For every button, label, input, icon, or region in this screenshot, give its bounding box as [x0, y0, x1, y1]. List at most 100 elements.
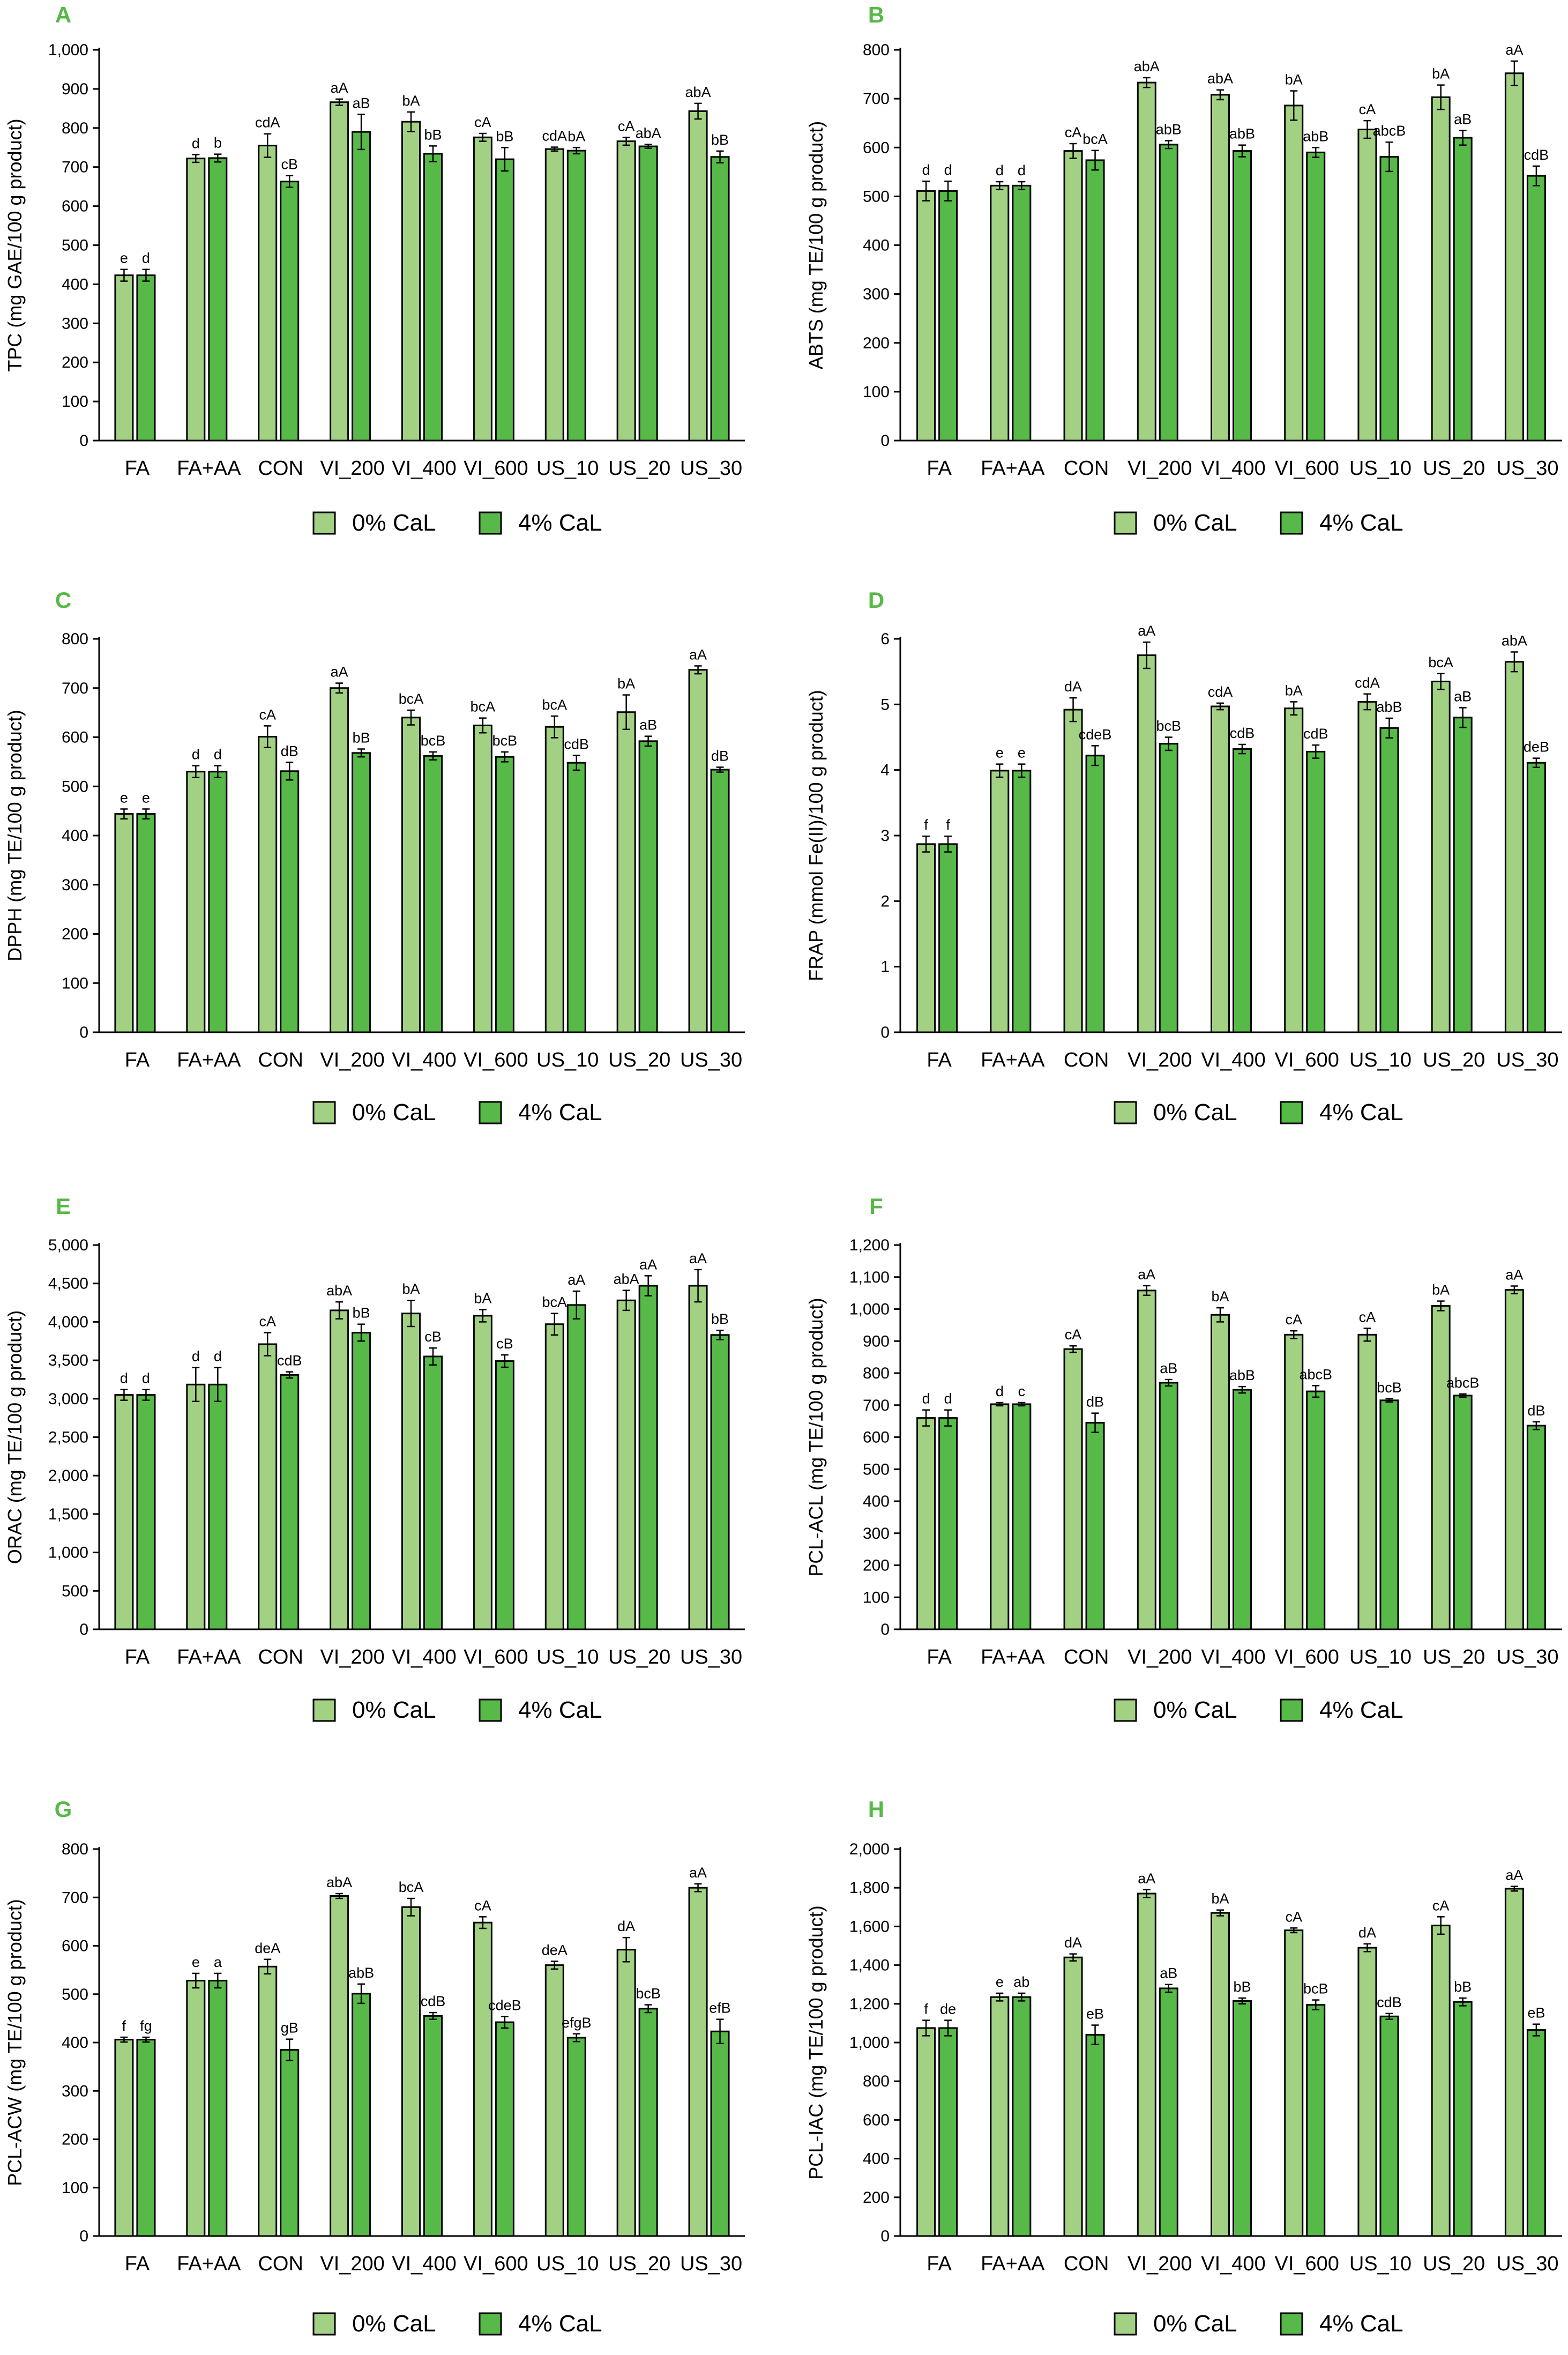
significance-label: abB: [1229, 1367, 1255, 1383]
x-tick-label: VI_200: [320, 1646, 384, 1668]
y-tick-label: 3,000: [48, 1390, 88, 1408]
legend-swatch: [1280, 1101, 1303, 1124]
x-tick-label: US_10: [536, 1049, 599, 1071]
y-tick-label: 600: [62, 198, 88, 215]
legend-label: 0% CaL: [352, 2311, 436, 2337]
significance-label: aA: [568, 1272, 585, 1288]
legend-label: 0% CaL: [1153, 1099, 1237, 1126]
bar-0pct: [1063, 1956, 1083, 2237]
bar-0pct: [1137, 654, 1156, 1033]
x-tick-label: CON: [1064, 2253, 1109, 2275]
chart-panel-b: B 0 100 200 300 400 500 600 700 800 ABTS (mg TE/10…: [805, 2, 1562, 536]
y-tick-label: 1: [880, 958, 890, 976]
significance-label: bcA: [399, 1879, 424, 1895]
y-tick-label: 0: [880, 1024, 890, 1041]
bar-4pct: [1306, 2004, 1326, 2237]
legend-swatch: [312, 2312, 336, 2336]
significance-label: e: [142, 789, 150, 806]
significance-label: d: [996, 162, 1004, 178]
legend: 0% CaL 4% CaL: [312, 1099, 602, 1126]
y-tick-label: 500: [62, 1986, 88, 2003]
significance-label: bB: [353, 1305, 370, 1321]
significance-label: e: [120, 789, 128, 806]
x-tick-label: FA: [927, 1049, 952, 1071]
panel-letter: G: [55, 1797, 72, 1822]
bar-4pct: [938, 2027, 958, 2237]
bar-4pct: [1379, 1399, 1399, 1630]
bar-0pct: [1431, 681, 1451, 1033]
significance-label: cA: [1285, 1909, 1302, 1925]
y-tick-label: 100: [863, 383, 890, 401]
significance-label: aA: [1505, 1266, 1523, 1283]
x-tick-label: US_10: [536, 457, 599, 480]
bar-0pct: [688, 669, 708, 1033]
x-tick-label: VI_600: [464, 457, 528, 480]
legend-swatch: [312, 511, 336, 535]
x-tick-label: US_10: [536, 2253, 599, 2275]
bar-4pct: [352, 1331, 371, 1630]
chart-panel-d: D 0 1 2 3 4 5 6 FRAP (mmol Fe(II)/100 g product)…: [805, 587, 1562, 1126]
y-tick-label: 100: [62, 2179, 88, 2197]
x-tick-label: VI_400: [392, 457, 456, 480]
y-tick-label: 0: [880, 2227, 890, 2245]
bar-0pct: [1504, 1289, 1524, 1630]
bar-4pct: [938, 190, 958, 442]
significance-label: cdeB: [1079, 726, 1112, 742]
bar-4pct: [1159, 743, 1178, 1033]
significance-label: d: [192, 135, 200, 151]
x-tick-label: VI_400: [392, 2253, 456, 2275]
y-tick-label: 1,000: [48, 41, 88, 59]
significance-label: cB: [281, 156, 298, 173]
significance-label: bA: [1211, 1288, 1229, 1305]
significance-label: bcB: [1377, 1380, 1402, 1396]
y-tick-label: 1,600: [849, 1918, 890, 1935]
chart-panel-f: F 0 100 200 300 400 500 600 700 800 900 1,000 1,100 1…: [805, 1194, 1562, 1723]
bar-4pct: [1233, 150, 1252, 442]
legend-label: 4% CaL: [1319, 510, 1403, 536]
significance-label: bcA: [542, 1294, 568, 1310]
y-tick-label: 4,000: [48, 1313, 88, 1331]
y-tick-label: 200: [863, 2189, 890, 2207]
x-tick-label: US_10: [1349, 2253, 1412, 2275]
legend: 0% CaL 4% CaL: [1114, 2311, 1403, 2337]
x-tick-label: VI_200: [1128, 2253, 1192, 2275]
significance-label: aA: [639, 1256, 657, 1272]
bar-4pct: [495, 756, 514, 1033]
significance-label: abA: [614, 1271, 639, 1287]
bar-0pct: [186, 1979, 206, 2237]
bar-4pct: [208, 1979, 228, 2237]
y-tick-label: 4,500: [48, 1275, 88, 1293]
significance-label: bA: [1285, 72, 1303, 88]
y-tick-label: 2: [880, 892, 890, 910]
bar-0pct: [616, 1949, 636, 2237]
significance-label: deA: [542, 1942, 568, 1958]
significance-label: dA: [1064, 679, 1082, 695]
x-tick-label: VI_600: [1274, 1646, 1339, 1668]
y-axis-title: TPC (mg GAE/100 g product): [4, 118, 26, 371]
x-tick-label: FA+AA: [177, 1646, 241, 1668]
x-tick-label: FA+AA: [177, 1049, 241, 1071]
bar-0pct: [1504, 72, 1524, 442]
significance-label: aA: [1505, 42, 1523, 58]
bar-4pct: [1379, 2015, 1399, 2237]
significance-label: bcA: [542, 697, 568, 713]
x-tick-label: FA+AA: [981, 1049, 1045, 1071]
bar-0pct: [1284, 707, 1304, 1033]
bar-4pct: [638, 2008, 658, 2237]
significance-label: cA: [1285, 1311, 1302, 1328]
bar-4pct: [1085, 2034, 1105, 2237]
bar-0pct: [1063, 1348, 1083, 1630]
y-tick-label: 600: [863, 2111, 890, 2129]
y-tick-label: 500: [863, 1460, 890, 1478]
legend: 0% CaL 4% CaL: [1114, 1697, 1403, 1723]
significance-label: d: [922, 1391, 930, 1407]
y-tick-label: 900: [62, 80, 88, 98]
legend-swatch: [479, 2312, 502, 2336]
legend-label: 4% CaL: [1319, 1099, 1403, 1126]
y-axis-title: PCL-ACW (mg TE/100 g product): [4, 1899, 26, 2186]
legend: 0% CaL 4% CaL: [1114, 1099, 1403, 1126]
bar-4pct: [1306, 1390, 1326, 1630]
significance-label: dB: [1527, 1403, 1545, 1419]
significance-label: cB: [424, 1329, 442, 1345]
